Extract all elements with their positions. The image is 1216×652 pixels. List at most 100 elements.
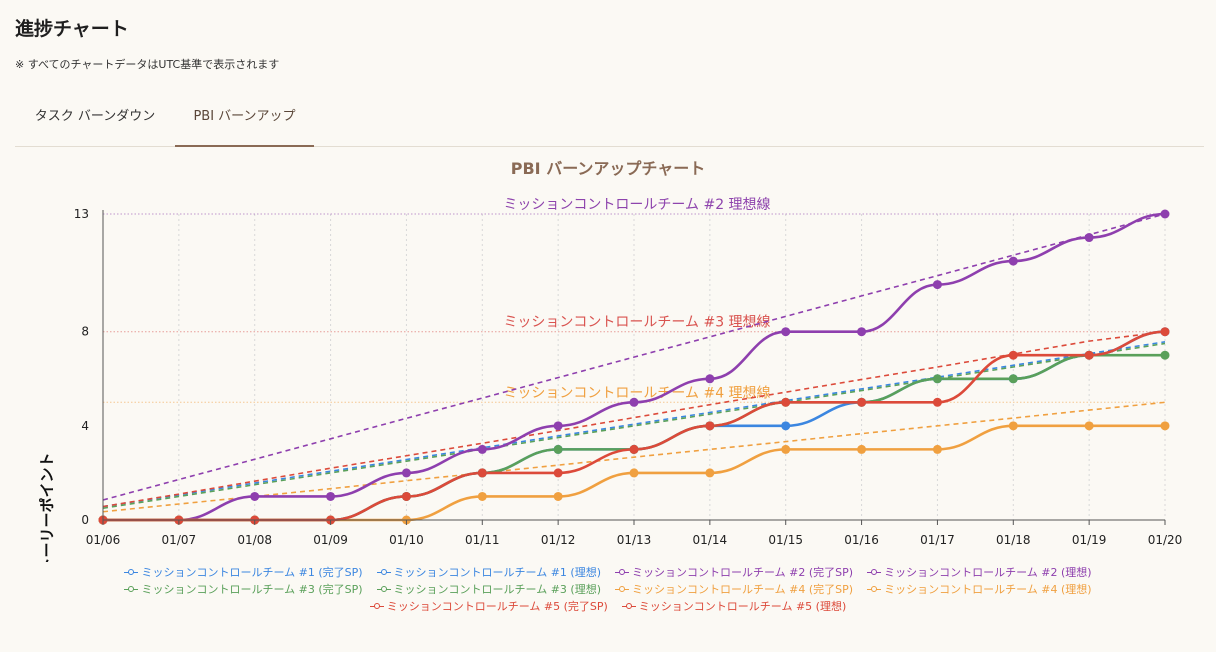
data-point[interactable]: [781, 327, 791, 337]
legend-label: ミッションコントロールチーム #3 (理想): [393, 583, 601, 596]
data-point[interactable]: [781, 444, 791, 454]
data-point[interactable]: [1160, 421, 1170, 431]
data-point[interactable]: [1084, 421, 1094, 431]
ideal-line: [102, 213, 1166, 501]
legend-item[interactable]: ミッションコントロールチーム #4 (理想): [867, 581, 1092, 598]
data-point[interactable]: [401, 468, 411, 478]
legend-row: ミッションコントロールチーム #5 (完了SP) ミッションコントロールチーム #…: [60, 598, 1156, 615]
x-tick-label: 01/07: [162, 533, 197, 547]
ideal-lines: [102, 213, 1166, 513]
legend-marker-icon: [369, 602, 384, 611]
data-point[interactable]: [932, 397, 942, 407]
legend-label: ミッションコントロールチーム #5 (理想): [638, 600, 847, 613]
data-point[interactable]: [857, 397, 867, 407]
data-point[interactable]: [932, 280, 942, 290]
legend-item[interactable]: ミッションコントロールチーム #1 (理想): [376, 564, 601, 581]
legend-item[interactable]: ミッションコントロールチーム #2 (完了SP): [615, 564, 853, 581]
data-point[interactable]: [781, 421, 791, 431]
data-point[interactable]: [629, 444, 639, 454]
data-point[interactable]: [857, 444, 867, 454]
ideal-line: [102, 341, 1166, 508]
legend-label: ミッションコントロールチーム #2 (理想): [884, 566, 1092, 579]
y-tick-label: 13: [74, 207, 89, 221]
legend-label: ミッションコントロールチーム #1 (理想): [393, 566, 601, 579]
data-point[interactable]: [629, 468, 639, 478]
legend-marker-icon: [615, 568, 629, 577]
legend: ミッションコントロールチーム #1 (完了SP) ミッションコントロールチーム #…: [60, 564, 1156, 615]
page-title: 進捗チャート: [15, 18, 129, 40]
data-point[interactable]: [1008, 256, 1018, 266]
legend-row: ミッションコントロールチーム #3 (完了SP) ミッションコントロールチーム #…: [60, 581, 1156, 598]
legend-label: ミッションコントロールチーム #2 (完了SP): [632, 566, 854, 579]
data-point[interactable]: [1160, 327, 1170, 337]
legend-marker-icon: [376, 568, 391, 577]
data-point[interactable]: [932, 374, 942, 384]
data-points: [98, 209, 1170, 525]
x-tick-label: 01/17: [920, 533, 955, 547]
data-point[interactable]: [705, 421, 715, 431]
x-tick-label: 01/09: [313, 533, 348, 547]
data-point[interactable]: [250, 491, 260, 501]
data-point[interactable]: [1084, 350, 1094, 360]
data-point[interactable]: [1008, 421, 1018, 431]
data-point[interactable]: [1008, 350, 1018, 360]
legend-label: ミッションコントロールチーム #4 (完了SP): [632, 583, 854, 596]
data-point[interactable]: [477, 468, 487, 478]
chart-title: PBI バーンアップチャート: [511, 159, 706, 178]
data-point[interactable]: [477, 491, 487, 501]
data-point[interactable]: [553, 421, 563, 431]
data-point[interactable]: [553, 491, 563, 501]
legend-marker-icon: [376, 585, 391, 594]
legend-item[interactable]: ミッションコントロールチーム #2 (理想): [867, 564, 1092, 581]
x-tick-label: 01/11: [465, 533, 500, 547]
x-tick-label: 01/08: [237, 533, 272, 547]
data-point[interactable]: [932, 444, 942, 454]
data-point[interactable]: [1160, 209, 1170, 219]
data-point[interactable]: [629, 397, 639, 407]
legend-marker-icon: [124, 568, 139, 577]
legend-label: ミッションコントロールチーム #3 (完了SP): [141, 583, 363, 596]
x-tick-label: 01/10: [389, 533, 424, 547]
data-point[interactable]: [705, 374, 715, 384]
legend-item[interactable]: ミッションコントロールチーム #5 (理想): [621, 598, 847, 615]
y-tick-label: 8: [81, 325, 89, 339]
data-point[interactable]: [1084, 233, 1094, 243]
x-tick-label: 01/20: [1148, 533, 1183, 547]
data-point[interactable]: [781, 397, 791, 407]
legend-item[interactable]: ミッションコントロールチーム #5 (完了SP): [369, 598, 608, 615]
data-point[interactable]: [857, 327, 867, 337]
data-point[interactable]: [326, 491, 336, 501]
legend-marker-icon: [621, 602, 636, 611]
legend-label: ミッションコントロールチーム #1 (完了SP): [141, 566, 363, 579]
data-point[interactable]: [705, 468, 715, 478]
tab-pbi-burnup[interactable]: PBI バーンアップ: [175, 98, 314, 147]
tab-bar: タスク バーンダウン PBI バーンアップ: [15, 98, 1204, 147]
legend-item[interactable]: ミッションコントロールチーム #1 (完了SP): [124, 564, 363, 581]
data-point[interactable]: [401, 491, 411, 501]
x-tick-label: 01/12: [541, 533, 576, 547]
legend-label: ミッションコントロールチーム #5 (完了SP): [386, 600, 608, 613]
legend-marker-icon: [867, 585, 882, 594]
data-point[interactable]: [553, 444, 563, 454]
data-point[interactable]: [553, 468, 563, 478]
data-point[interactable]: [1008, 374, 1018, 384]
axes: 01/06 01/07 01/08 01/09 01/10 01/11 01/12 01/13…: [74, 207, 1183, 547]
reference-line-label: ミッションコントロールチーム #3 理想線: [503, 315, 770, 331]
legend-row: ミッションコントロールチーム #1 (完了SP) ミッションコントロールチーム #…: [60, 564, 1156, 581]
data-point[interactable]: [1160, 350, 1170, 360]
tab-task-burndown[interactable]: タスク バーンダウン: [34, 109, 156, 124]
x-tick-label: 01/06: [86, 533, 121, 547]
x-tick-label: 01/14: [693, 533, 728, 547]
legend-marker-icon: [867, 568, 882, 577]
legend-marker-icon: [124, 585, 139, 594]
x-tick-label: 01/18: [996, 533, 1031, 547]
data-point[interactable]: [477, 444, 487, 454]
y-tick-label: 0: [81, 513, 89, 527]
x-tick-label: 01/13: [617, 533, 652, 547]
legend-item[interactable]: ミッションコントロールチーム #3 (理想): [376, 581, 601, 598]
legend-label: ミッションコントロールチーム #4 (理想): [884, 583, 1092, 596]
legend-item[interactable]: ミッションコントロールチーム #4 (完了SP): [615, 581, 853, 598]
utc-note: ※ すべてのチャートデータはUTC基準で表示されます: [15, 58, 280, 71]
legend-item[interactable]: ミッションコントロールチーム #3 (完了SP): [124, 581, 363, 598]
